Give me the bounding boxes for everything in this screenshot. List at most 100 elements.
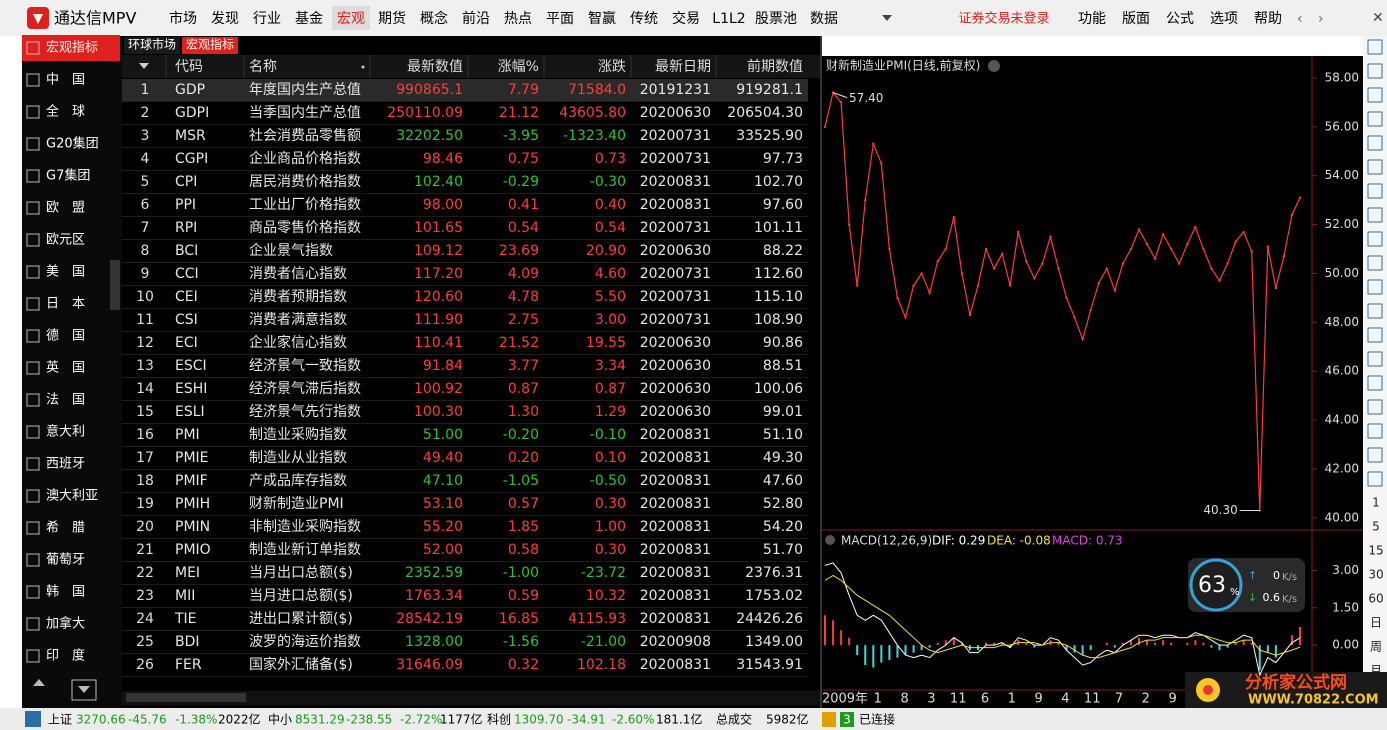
sidebar-down-box[interactable] <box>71 679 97 701</box>
menu-item[interactable]: 智赢 <box>588 10 616 27</box>
cell[interactable]: CCI <box>175 266 199 282</box>
cell[interactable]: BDI <box>175 634 200 650</box>
sidebar-item[interactable]: 西班牙 <box>46 457 85 472</box>
toolbar-icon[interactable] <box>1367 183 1383 199</box>
toolbar-icon[interactable] <box>1367 231 1383 247</box>
menu-item[interactable]: 发现 <box>211 11 239 27</box>
cell[interactable]: ESHI <box>175 381 207 397</box>
cell[interactable]: CPI <box>175 174 197 190</box>
chart-menu[interactable] <box>988 60 1000 72</box>
sidebar-item[interactable]: 意大利 <box>46 424 85 440</box>
column-header[interactable]: 涨跌 <box>598 59 626 75</box>
period-button[interactable]: 60 <box>1368 592 1383 606</box>
sidebar-item[interactable]: 韩 国 <box>46 585 85 600</box>
cell[interactable]: ESLI <box>175 404 205 420</box>
period-button[interactable]: 30 <box>1368 568 1383 582</box>
nav-back[interactable]: ‹ <box>1297 11 1303 27</box>
cell[interactable]: PMIO <box>175 542 211 558</box>
sidebar-item[interactable]: 德 国 <box>46 329 85 344</box>
right-menu-item[interactable]: 帮助 <box>1254 11 1282 27</box>
column-header[interactable]: 代码 <box>175 59 203 75</box>
sidebar-item[interactable]: 印 度 <box>46 648 85 664</box>
column-header[interactable]: 涨幅% <box>498 59 539 75</box>
toolbar-icon[interactable] <box>1367 423 1383 439</box>
toolbar-icon[interactable] <box>1367 471 1383 487</box>
column-header[interactable]: 名称 <box>249 59 277 75</box>
toolbar-icon[interactable] <box>1367 63 1383 79</box>
toolbar-icon[interactable] <box>1367 303 1383 319</box>
window-close[interactable]: ✕ <box>1372 10 1384 26</box>
period-button[interactable]: 1 <box>1372 496 1380 510</box>
cell[interactable]: CSI <box>175 312 198 328</box>
menu-item[interactable]: 基金 <box>295 10 323 27</box>
cell[interactable]: PMIE <box>175 450 209 466</box>
macd-menu[interactable] <box>825 535 835 545</box>
cell[interactable]: FER <box>175 657 202 673</box>
cell[interactable]: ESCI <box>175 358 207 374</box>
sidebar-down[interactable] <box>78 686 90 693</box>
toolbar-icon[interactable] <box>1367 447 1383 463</box>
sidebar-item[interactable]: 欧元区 <box>46 233 85 248</box>
menu-dropdown[interactable] <box>882 15 892 21</box>
sidebar-toggle[interactable] <box>110 260 120 310</box>
menu-item[interactable]: 数据 <box>810 11 838 27</box>
login-status[interactable]: 证券交易未登录 <box>958 11 1049 27</box>
nav-forward[interactable]: › <box>1318 11 1324 27</box>
toolbar-icon[interactable] <box>1367 39 1383 55</box>
cell[interactable]: PPI <box>175 197 196 213</box>
menu-item[interactable]: L1L2 <box>712 11 745 27</box>
period-button[interactable]: 日 <box>1370 616 1382 630</box>
menu-item[interactable]: 交易 <box>672 10 700 27</box>
sidebar-item[interactable]: 全 球 <box>46 104 85 120</box>
column-header[interactable]: 最新数值 <box>407 59 463 75</box>
sidebar-item[interactable]: G7集团 <box>46 168 90 184</box>
cell[interactable]: ECI <box>175 335 198 351</box>
toolbar-icon[interactable] <box>1367 255 1383 271</box>
column-header[interactable]: 最新日期 <box>655 59 711 75</box>
menu-item[interactable]: 热点 <box>504 11 532 27</box>
sidebar-item[interactable]: 葡萄牙 <box>46 553 85 568</box>
cell[interactable]: BCI <box>175 243 198 259</box>
toolbar-icon[interactable] <box>1367 327 1383 343</box>
right-menu-item[interactable]: 版面 <box>1122 11 1150 27</box>
sidebar-item[interactable]: 法 国 <box>46 393 85 408</box>
menu-item[interactable]: 概念 <box>420 10 448 27</box>
sidebar-item[interactable]: 英 国 <box>46 361 85 376</box>
toolbar-icon[interactable] <box>1367 111 1383 127</box>
menu-item[interactable]: 股票池 <box>755 11 797 27</box>
sidebar-item[interactable]: 澳大利亚 <box>46 488 98 504</box>
h-scroll-thumb[interactable] <box>126 693 246 702</box>
cell[interactable]: MII <box>175 588 195 604</box>
toolbar-icon[interactable] <box>1367 279 1383 295</box>
right-menu-item[interactable]: 功能 <box>1078 11 1106 27</box>
cell[interactable]: CEI <box>175 289 198 305</box>
period-button[interactable]: 月 <box>1370 664 1382 678</box>
cell[interactable]: PMIF <box>175 473 208 489</box>
toolbar-icon[interactable] <box>1367 135 1383 151</box>
menu-item[interactable]: 宏观 <box>337 11 365 27</box>
menu-item[interactable]: 行业 <box>253 11 281 27</box>
cell[interactable]: GDPI <box>175 105 209 121</box>
right-menu-item[interactable]: 选项 <box>1210 11 1238 27</box>
period-button[interactable]: 周 <box>1370 640 1382 654</box>
column-header[interactable]: 前期数值 <box>747 58 803 75</box>
sidebar-item[interactable]: 希 腊 <box>46 521 85 536</box>
cell[interactable]: GDP <box>175 82 205 98</box>
toolbar-icon[interactable] <box>1367 159 1383 175</box>
sidebar-up[interactable] <box>33 679 45 686</box>
cell[interactable]: PMI <box>175 427 200 443</box>
sidebar-item[interactable]: 加拿大 <box>46 616 85 632</box>
menu-item[interactable]: 前沿 <box>462 10 490 27</box>
cell[interactable]: MSR <box>175 128 206 144</box>
sidebar-item[interactable]: 日 本 <box>46 297 85 312</box>
toolbar-icon[interactable] <box>1367 351 1383 367</box>
menu-item[interactable]: 市场 <box>169 10 197 27</box>
sidebar-item[interactable]: 美 国 <box>46 265 85 280</box>
period-button[interactable]: 5 <box>1372 520 1380 534</box>
menu-item[interactable]: 期货 <box>378 10 406 27</box>
sidebar-item[interactable]: 宏观指标 <box>46 41 98 56</box>
sidebar-item[interactable]: 中 国 <box>46 73 85 88</box>
cell[interactable]: PMIH <box>175 496 210 512</box>
cell[interactable]: RPI <box>175 220 197 236</box>
cell[interactable]: PMIN <box>175 519 210 535</box>
